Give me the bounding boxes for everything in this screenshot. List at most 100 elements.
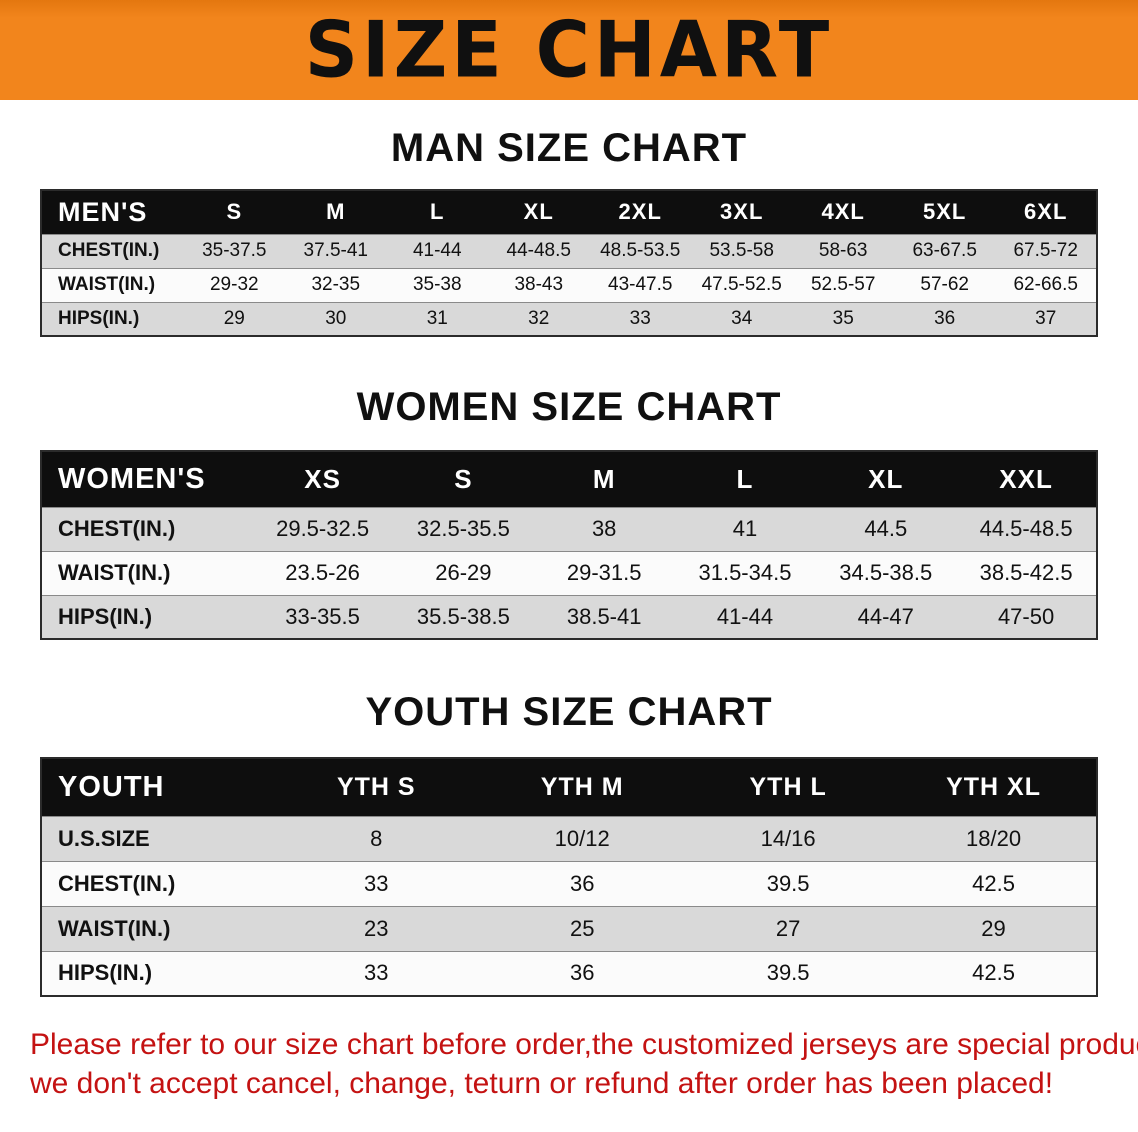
size-value-cell: 31 (386, 301, 488, 336)
men-section-heading: MAN SIZE CHART (390, 126, 748, 170)
size-column-header: XXL (956, 451, 1097, 507)
size-value-cell: 35-38 (386, 267, 488, 302)
size-value-cell: 29-32 (183, 267, 286, 302)
row-label: WAIST(IN.) (41, 267, 184, 302)
section-youth: YOUTH SIZE CHART YOUTH YTH S YTH M YTH L YTH… (0, 690, 1138, 997)
men-table-wrap: MEN'S S M L XL 2XL 3XL 4XL 5XL 6XL CHEST(IN.) 35-37… (0, 189, 1138, 337)
size-column-header: YTH XL (891, 758, 1097, 816)
table-row: WAIST(IN.) 29-32 32-35 35-38 38-43 43-47.5 47.… (41, 267, 1097, 302)
size-value-cell: 31.5-34.5 (674, 550, 816, 595)
table-row: HIPS(IN.) 29 30 31 32 33 34 35 36 37 (41, 301, 1097, 336)
table-header-label: WOMEN'S (41, 451, 253, 507)
table-row: CHEST(IN.) 33 36 39.5 42.5 (41, 860, 1097, 906)
size-value-cell: 38.5-42.5 (956, 550, 1097, 595)
row-label: U.S.SIZE (41, 815, 274, 861)
size-value-cell: 33-35.5 (252, 594, 393, 639)
size-column-header: YTH S (273, 758, 480, 816)
size-value-cell: 44-47 (815, 594, 957, 639)
size-value-cell: 18/20 (891, 815, 1097, 861)
row-label: HIPS(IN.) (41, 301, 184, 336)
size-value-cell: 43-47.5 (589, 267, 691, 302)
size-value-cell: 48.5-53.5 (589, 233, 691, 268)
size-value-cell: 32 (488, 301, 590, 336)
size-value-cell: 34.5-38.5 (815, 550, 957, 595)
row-label: HIPS(IN.) (41, 594, 253, 639)
size-column-header: M (285, 190, 387, 234)
size-value-cell: 25 (479, 905, 686, 951)
section-women: WOMEN SIZE CHART WOMEN'S XS S M L XL XXL CHEST(… (0, 385, 1138, 640)
women-table-wrap: WOMEN'S XS S M L XL XXL CHEST(IN.) 29.5-32.5 32.5… (0, 450, 1138, 640)
size-value-cell: 35-37.5 (183, 233, 286, 268)
size-value-cell: 62-66.5 (995, 267, 1097, 302)
size-column-header: XL (488, 190, 590, 234)
table-header-row: WOMEN'S XS S M L XL XXL (41, 451, 1097, 507)
size-value-cell: 35 (792, 301, 894, 336)
size-column-header: XL (815, 451, 957, 507)
size-value-cell: 35.5-38.5 (392, 594, 534, 639)
size-column-header: L (386, 190, 488, 234)
size-value-cell: 23.5-26 (252, 550, 393, 595)
table-header-label: MEN'S (41, 190, 184, 234)
size-value-cell: 67.5-72 (995, 233, 1097, 268)
disclaimer: Please refer to our size chart before or… (0, 1025, 1138, 1103)
size-column-header: 4XL (792, 190, 894, 234)
size-value-cell: 10/12 (479, 815, 686, 861)
size-value-cell: 39.5 (685, 950, 892, 996)
women-size-table: WOMEN'S XS S M L XL XXL CHEST(IN.) 29.5-32.5 32.5… (40, 450, 1098, 640)
women-section-heading: WOMEN SIZE CHART (356, 385, 782, 429)
size-value-cell: 33 (589, 301, 691, 336)
row-label: CHEST(IN.) (41, 860, 274, 906)
size-value-cell: 57-62 (893, 267, 996, 302)
size-column-header: 3XL (690, 190, 793, 234)
size-value-cell: 32-35 (285, 267, 387, 302)
size-column-header: L (674, 451, 816, 507)
row-label: CHEST(IN.) (41, 506, 253, 551)
size-value-cell: 14/16 (685, 815, 892, 861)
size-value-cell: 47.5-52.5 (690, 267, 793, 302)
size-column-header: 2XL (589, 190, 691, 234)
row-label: WAIST(IN.) (41, 905, 274, 951)
size-value-cell: 27 (685, 905, 892, 951)
banner-title: SIZE CHART (304, 4, 834, 96)
size-value-cell: 58-63 (792, 233, 894, 268)
size-value-cell: 36 (479, 860, 686, 906)
size-value-cell: 44.5 (815, 506, 957, 551)
size-value-cell: 52.5-57 (792, 267, 894, 302)
table-row: U.S.SIZE 8 10/12 14/16 18/20 (41, 815, 1097, 861)
size-value-cell: 37.5-41 (285, 233, 387, 268)
table-row: CHEST(IN.) 35-37.5 37.5-41 41-44 44-48.5 48.5… (41, 233, 1097, 268)
disclaimer-line-1: Please refer to our size chart before or… (30, 1028, 1138, 1061)
size-value-cell: 23 (273, 905, 480, 951)
size-value-cell: 36 (893, 301, 996, 336)
youth-table-wrap: YOUTH YTH S YTH M YTH L YTH XL U.S.SIZE 8 10/12… (0, 757, 1138, 997)
charts-main: MAN SIZE CHART MEN'S S M L XL 2XL 3XL 4XL 5XL 6XL… (0, 126, 1138, 997)
size-value-cell: 37 (995, 301, 1097, 336)
size-chart-page: SIZE CHART MAN SIZE CHART MEN'S S M L XL 2XL 3… (0, 0, 1138, 1103)
size-value-cell: 41-44 (674, 594, 816, 639)
table-row: WAIST(IN.) 23.5-26 26-29 29-31.5 31.5-34.5 34… (41, 550, 1097, 595)
banner: SIZE CHART (0, 0, 1138, 100)
size-value-cell: 26-29 (392, 550, 534, 595)
size-value-cell: 42.5 (891, 860, 1097, 906)
size-value-cell: 63-67.5 (893, 233, 996, 268)
youth-section-heading: YOUTH SIZE CHART (365, 690, 773, 734)
table-header-row: YOUTH YTH S YTH M YTH L YTH XL (41, 758, 1097, 816)
size-column-header: 6XL (995, 190, 1097, 234)
size-value-cell: 42.5 (891, 950, 1097, 996)
size-value-cell: 30 (285, 301, 387, 336)
size-column-header: S (183, 190, 286, 234)
size-value-cell: 44.5-48.5 (956, 506, 1097, 551)
table-row: HIPS(IN.) 33-35.5 35.5-38.5 38.5-41 41-44 44-… (41, 594, 1097, 639)
section-men: MAN SIZE CHART MEN'S S M L XL 2XL 3XL 4XL 5XL 6XL… (0, 126, 1138, 337)
table-header-row: MEN'S S M L XL 2XL 3XL 4XL 5XL 6XL (41, 190, 1097, 234)
size-value-cell: 44-48.5 (488, 233, 590, 268)
size-value-cell: 36 (479, 950, 686, 996)
row-label: HIPS(IN.) (41, 950, 274, 996)
size-value-cell: 29.5-32.5 (252, 506, 393, 551)
table-header-label: YOUTH (41, 758, 274, 816)
size-column-header: 5XL (893, 190, 996, 234)
size-value-cell: 32.5-35.5 (392, 506, 534, 551)
size-value-cell: 8 (273, 815, 480, 861)
row-label: WAIST(IN.) (41, 550, 253, 595)
disclaimer-line-2: we don't accept cancel, change, teturn o… (30, 1067, 1054, 1100)
